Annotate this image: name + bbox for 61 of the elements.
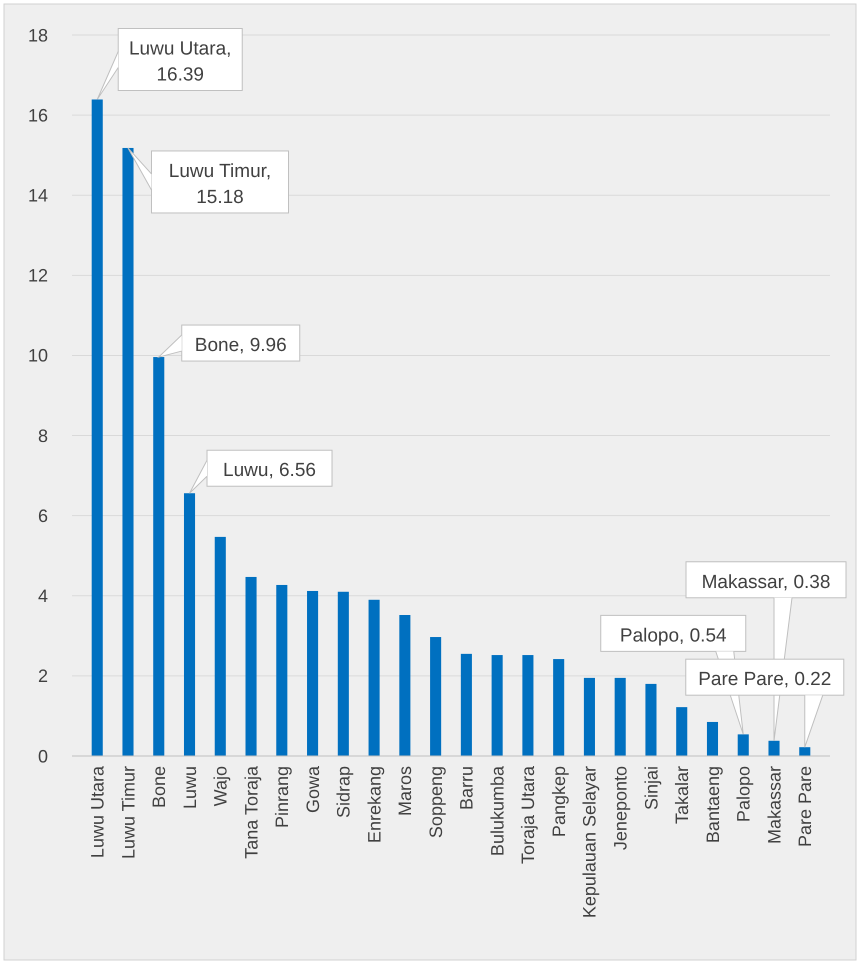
x-tick-label: Kepulauan Selayar (580, 766, 600, 918)
bar (214, 536, 226, 756)
y-tick-label: 0 (38, 746, 48, 766)
annotation: Makassar, 0.38 (702, 572, 830, 593)
bar (276, 584, 288, 756)
x-tick-label: Tana Toraja (241, 765, 262, 859)
bar (584, 678, 595, 756)
x-tick-label: Sinjai (641, 766, 662, 810)
annotation: Palopo, 0.54 (620, 625, 728, 646)
bar (614, 678, 626, 756)
bar (430, 637, 442, 756)
y-tick-label: 10 (28, 346, 48, 366)
x-tick-label: Wajo (210, 766, 231, 806)
bar (246, 576, 257, 756)
x-tick-label: Bone (149, 766, 170, 808)
x-tick-label: Bantaeng (702, 766, 723, 844)
bar (399, 615, 410, 756)
x-tick-label: Makassar (764, 766, 784, 844)
x-tick-label: Jeneponto (610, 766, 630, 850)
y-tick-label: 16 (28, 105, 48, 126)
x-tick-label: Luwu Utara (88, 765, 108, 858)
x-tick-label: Maros (395, 766, 416, 816)
annotation: Luwu Utara, 16.39 (129, 38, 232, 86)
bar (522, 655, 534, 756)
bar (338, 592, 349, 756)
x-tick-label: Pare Pare (795, 766, 816, 848)
x-tick-label: Takalar (672, 766, 692, 824)
annotation: Pare Pare, 0.22 (698, 669, 832, 690)
x-tick-label: Barru (456, 766, 477, 810)
x-tick-label: Soppeng (426, 766, 446, 838)
bar (368, 600, 380, 756)
y-tick-label: 8 (38, 426, 48, 446)
annotation: Luwu Timur, 15.18 (168, 160, 272, 208)
x-tick-label: Gowa (302, 765, 323, 814)
bar (492, 655, 503, 756)
bar (799, 747, 810, 756)
x-tick-label: Luwu Timur (118, 766, 138, 860)
y-tick-label: 18 (28, 25, 48, 46)
bar (768, 740, 780, 756)
x-tick-label: Palopo (734, 766, 754, 822)
annotation: Bone, 9.96 (194, 335, 287, 356)
y-tick-label: 14 (28, 186, 48, 206)
y-tick-label: 4 (38, 586, 48, 606)
x-tick-label: Enrekang (364, 766, 384, 844)
x-tick-label: Pinrang (272, 766, 292, 828)
bar (307, 590, 318, 756)
x-tick-label: Luwu (180, 766, 200, 810)
bar (738, 734, 749, 756)
y-tick-label: 2 (38, 666, 48, 686)
bar (645, 684, 656, 756)
bar (676, 707, 688, 756)
bar (460, 654, 472, 756)
x-tick-label: Toraja Utara (518, 765, 538, 864)
x-tick-label: Sidrap (334, 766, 354, 818)
y-tick-label: 12 (28, 266, 48, 286)
y-tick-label: 6 (38, 506, 48, 526)
bar (553, 659, 564, 756)
annotation: Luwu, 6.56 (223, 460, 316, 482)
bar (706, 722, 718, 756)
x-tick-label: Bulukumba (487, 765, 508, 856)
x-tick-label: Pangkep (548, 766, 569, 838)
